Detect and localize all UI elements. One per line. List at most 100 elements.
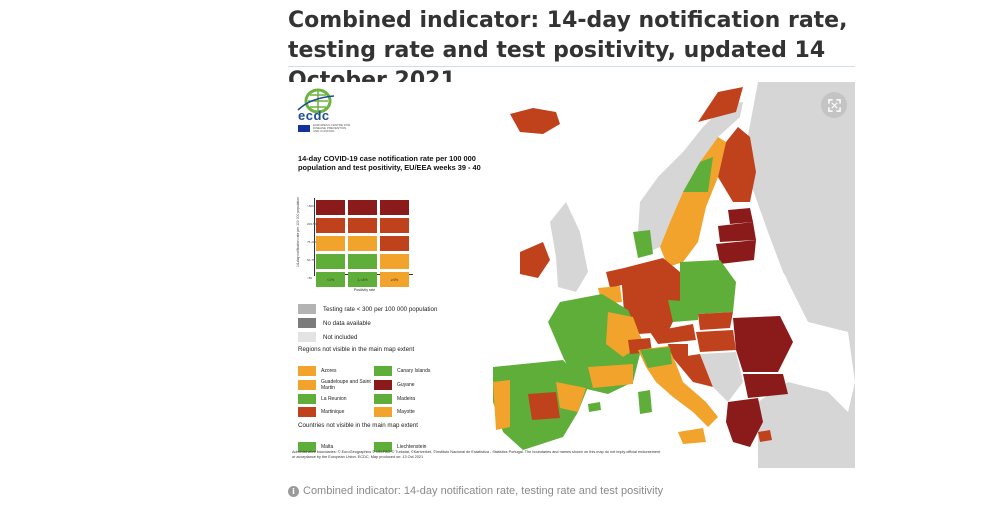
matrix-cell — [348, 200, 377, 215]
legend-label: Testing rate < 300 per 100 000 populatio… — [323, 305, 438, 313]
legend-swatch — [374, 442, 392, 452]
legend-label: Guadeloupe and Saint Martin — [321, 379, 371, 391]
region-croatia — [673, 354, 713, 387]
regions-legend: Azores Canary Islands Guadeloupe and Saint… — [298, 366, 464, 417]
region-germany — [622, 258, 680, 334]
legend-swatch — [374, 394, 392, 404]
legend-label: Mayotte — [397, 409, 415, 415]
region-austria — [650, 324, 696, 344]
matrix-cell — [380, 272, 409, 287]
region-bulgaria — [743, 374, 788, 398]
legend-label: Azores — [321, 368, 337, 374]
legend-swatch — [374, 366, 392, 376]
legend-label: Liechtenstein — [397, 444, 427, 450]
matrix-cell — [316, 200, 345, 215]
legend-label: Guyane — [397, 382, 415, 388]
region-estonia — [728, 208, 753, 224]
expand-icon — [827, 98, 841, 112]
legend-swatch — [298, 304, 316, 314]
matrix-cell — [348, 236, 377, 251]
legend-label: No data available — [323, 319, 371, 327]
region-sweden-north — [683, 157, 713, 192]
region-ireland — [520, 242, 550, 278]
risk-matrix — [316, 200, 409, 287]
legend-swatch — [298, 442, 316, 452]
legend-label: Malta — [321, 444, 334, 450]
matrix-col-tick: ≥4% — [390, 278, 399, 282]
info-icon: i — [288, 485, 299, 497]
matrix-row-tick: <50 — [307, 276, 313, 280]
region-hungary — [696, 330, 736, 352]
region-spain-east — [556, 382, 586, 412]
region-greece — [726, 398, 763, 447]
legend-item-low-testing: Testing rate < 300 per 100 000 populatio… — [298, 304, 437, 314]
matrix-cell — [380, 236, 409, 251]
matrix-row-tick: 200-500 — [307, 222, 319, 226]
region-finland — [718, 127, 756, 202]
page-title: Combined indicator: 14-day notification … — [288, 8, 848, 93]
matrix-cell — [316, 218, 345, 233]
legend-item-no-data: No data available — [298, 318, 371, 328]
region-czechia — [668, 300, 698, 322]
legend-item: Malta — [298, 442, 374, 452]
region-lithuania — [716, 240, 756, 264]
matrix-col-tick: <1% — [326, 278, 335, 282]
legend-item: Azores — [298, 366, 374, 376]
region-balkans — [700, 352, 743, 402]
region-iceland — [510, 108, 560, 134]
agency-name: EUROPEAN CENTRE FOR DISEASE PREVENTION A… — [313, 123, 351, 133]
region-sicily — [678, 428, 706, 444]
matrix-row-tick: 50-75 — [307, 258, 315, 262]
legend-swatch — [374, 380, 392, 390]
region-italy-north — [640, 347, 672, 368]
legend-label: Not included — [323, 333, 358, 341]
map-figure[interactable]: ecdc EUROPEAN CENTRE FOR DISEASE PREVENT… — [288, 82, 855, 468]
legend-label: La Reunion — [321, 396, 347, 402]
legend-swatch — [298, 366, 316, 376]
ecdc-wordmark: ecdc — [298, 108, 330, 123]
title-divider — [288, 66, 855, 67]
region-slovenia — [668, 344, 688, 358]
matrix-cell — [348, 254, 377, 269]
non-eu-east — [743, 82, 855, 312]
countries-legend: Malta Liechtenstein — [298, 442, 464, 452]
regions-heading: Regions not visible in the main map exte… — [298, 346, 415, 353]
legend-swatch — [298, 394, 316, 404]
legend-item: Guyane — [374, 379, 464, 391]
legend-item: Mayotte — [374, 407, 464, 417]
region-latvia — [718, 222, 756, 242]
region-portugal — [493, 380, 510, 430]
region-france-south — [588, 364, 633, 388]
legend-item: Martinique — [298, 407, 374, 417]
figure-caption: i Combined indicator: 14-day notificatio… — [288, 485, 663, 497]
fullscreen-button[interactable] — [821, 92, 847, 118]
legend-item: Madeira — [374, 394, 464, 404]
region-poland — [680, 260, 736, 314]
matrix-col-tick: 1-<4% — [357, 278, 368, 282]
matrix-cell — [316, 236, 345, 251]
countries-heading: Countries not visible in the main map ex… — [298, 422, 419, 429]
legend-item: Liechtenstein — [374, 442, 464, 452]
matrix-row-tick: 75-200 — [307, 240, 317, 244]
region-norway-north — [698, 87, 743, 122]
caption-text: Combined indicator: 14-day notification … — [303, 485, 664, 497]
matrix-y-axis — [314, 198, 315, 276]
legend-heading: 14-day COVID-19 case notification rate p… — [298, 154, 481, 173]
eu-flag-icon — [298, 125, 310, 132]
matrix-row-tick: >500 — [307, 204, 314, 208]
region-romania — [733, 316, 793, 372]
region-netherlands — [606, 268, 626, 288]
legend-label: Madeira — [397, 396, 416, 402]
region-slovakia — [698, 312, 733, 330]
legend-label: Martinique — [321, 409, 345, 415]
globe-icon — [297, 88, 335, 114]
matrix-cell — [316, 254, 345, 269]
legend-item: La Reunion — [298, 394, 374, 404]
matrix-cell — [348, 272, 377, 287]
legend-swatch — [298, 332, 316, 342]
region-greece-islands — [758, 430, 772, 442]
matrix-x-label: Positivity rate — [353, 288, 376, 292]
legend-swatch — [298, 380, 316, 390]
matrix-cell — [380, 254, 409, 269]
legend-swatch — [298, 318, 316, 328]
